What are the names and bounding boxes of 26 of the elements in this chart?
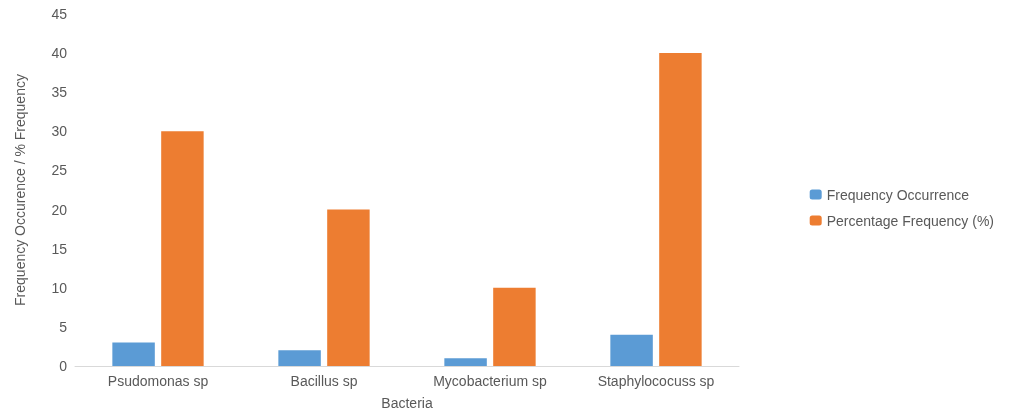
y-axis-title: Frequency Occurence / % Frequency	[12, 74, 28, 306]
x-tick-label: Psudomonas sp	[107, 373, 209, 389]
bar	[493, 287, 536, 366]
y-tick-label: 40	[51, 45, 68, 62]
y-tick-label: 45	[51, 6, 68, 22]
bar	[161, 131, 204, 366]
y-tick-label: 35	[51, 84, 68, 101]
y-tick-label: 30	[51, 123, 68, 140]
bar	[112, 342, 155, 366]
y-tick-label: 25	[51, 162, 68, 179]
y-tick-label: 15	[51, 240, 68, 257]
bar	[610, 334, 653, 366]
y-tick-label: 10	[51, 279, 68, 296]
x-tick-label: Bacillus sp	[290, 373, 358, 389]
x-tick-label: Mycobacterium sp	[433, 373, 548, 389]
x-axis-title: Bacteria	[381, 395, 433, 411]
y-tick-label: 5	[59, 318, 68, 335]
y-tick-label: 20	[51, 201, 68, 218]
bar	[327, 209, 370, 366]
y-tick-label: 0	[59, 358, 68, 374]
bar	[444, 358, 487, 366]
legend-label: Percentage Frequency (%)	[826, 212, 995, 229]
bar	[659, 53, 702, 366]
legend-label: Frequency Occurrence	[826, 186, 970, 203]
bar	[278, 350, 321, 366]
x-tick-label: Staphylococuss sp	[597, 373, 715, 389]
